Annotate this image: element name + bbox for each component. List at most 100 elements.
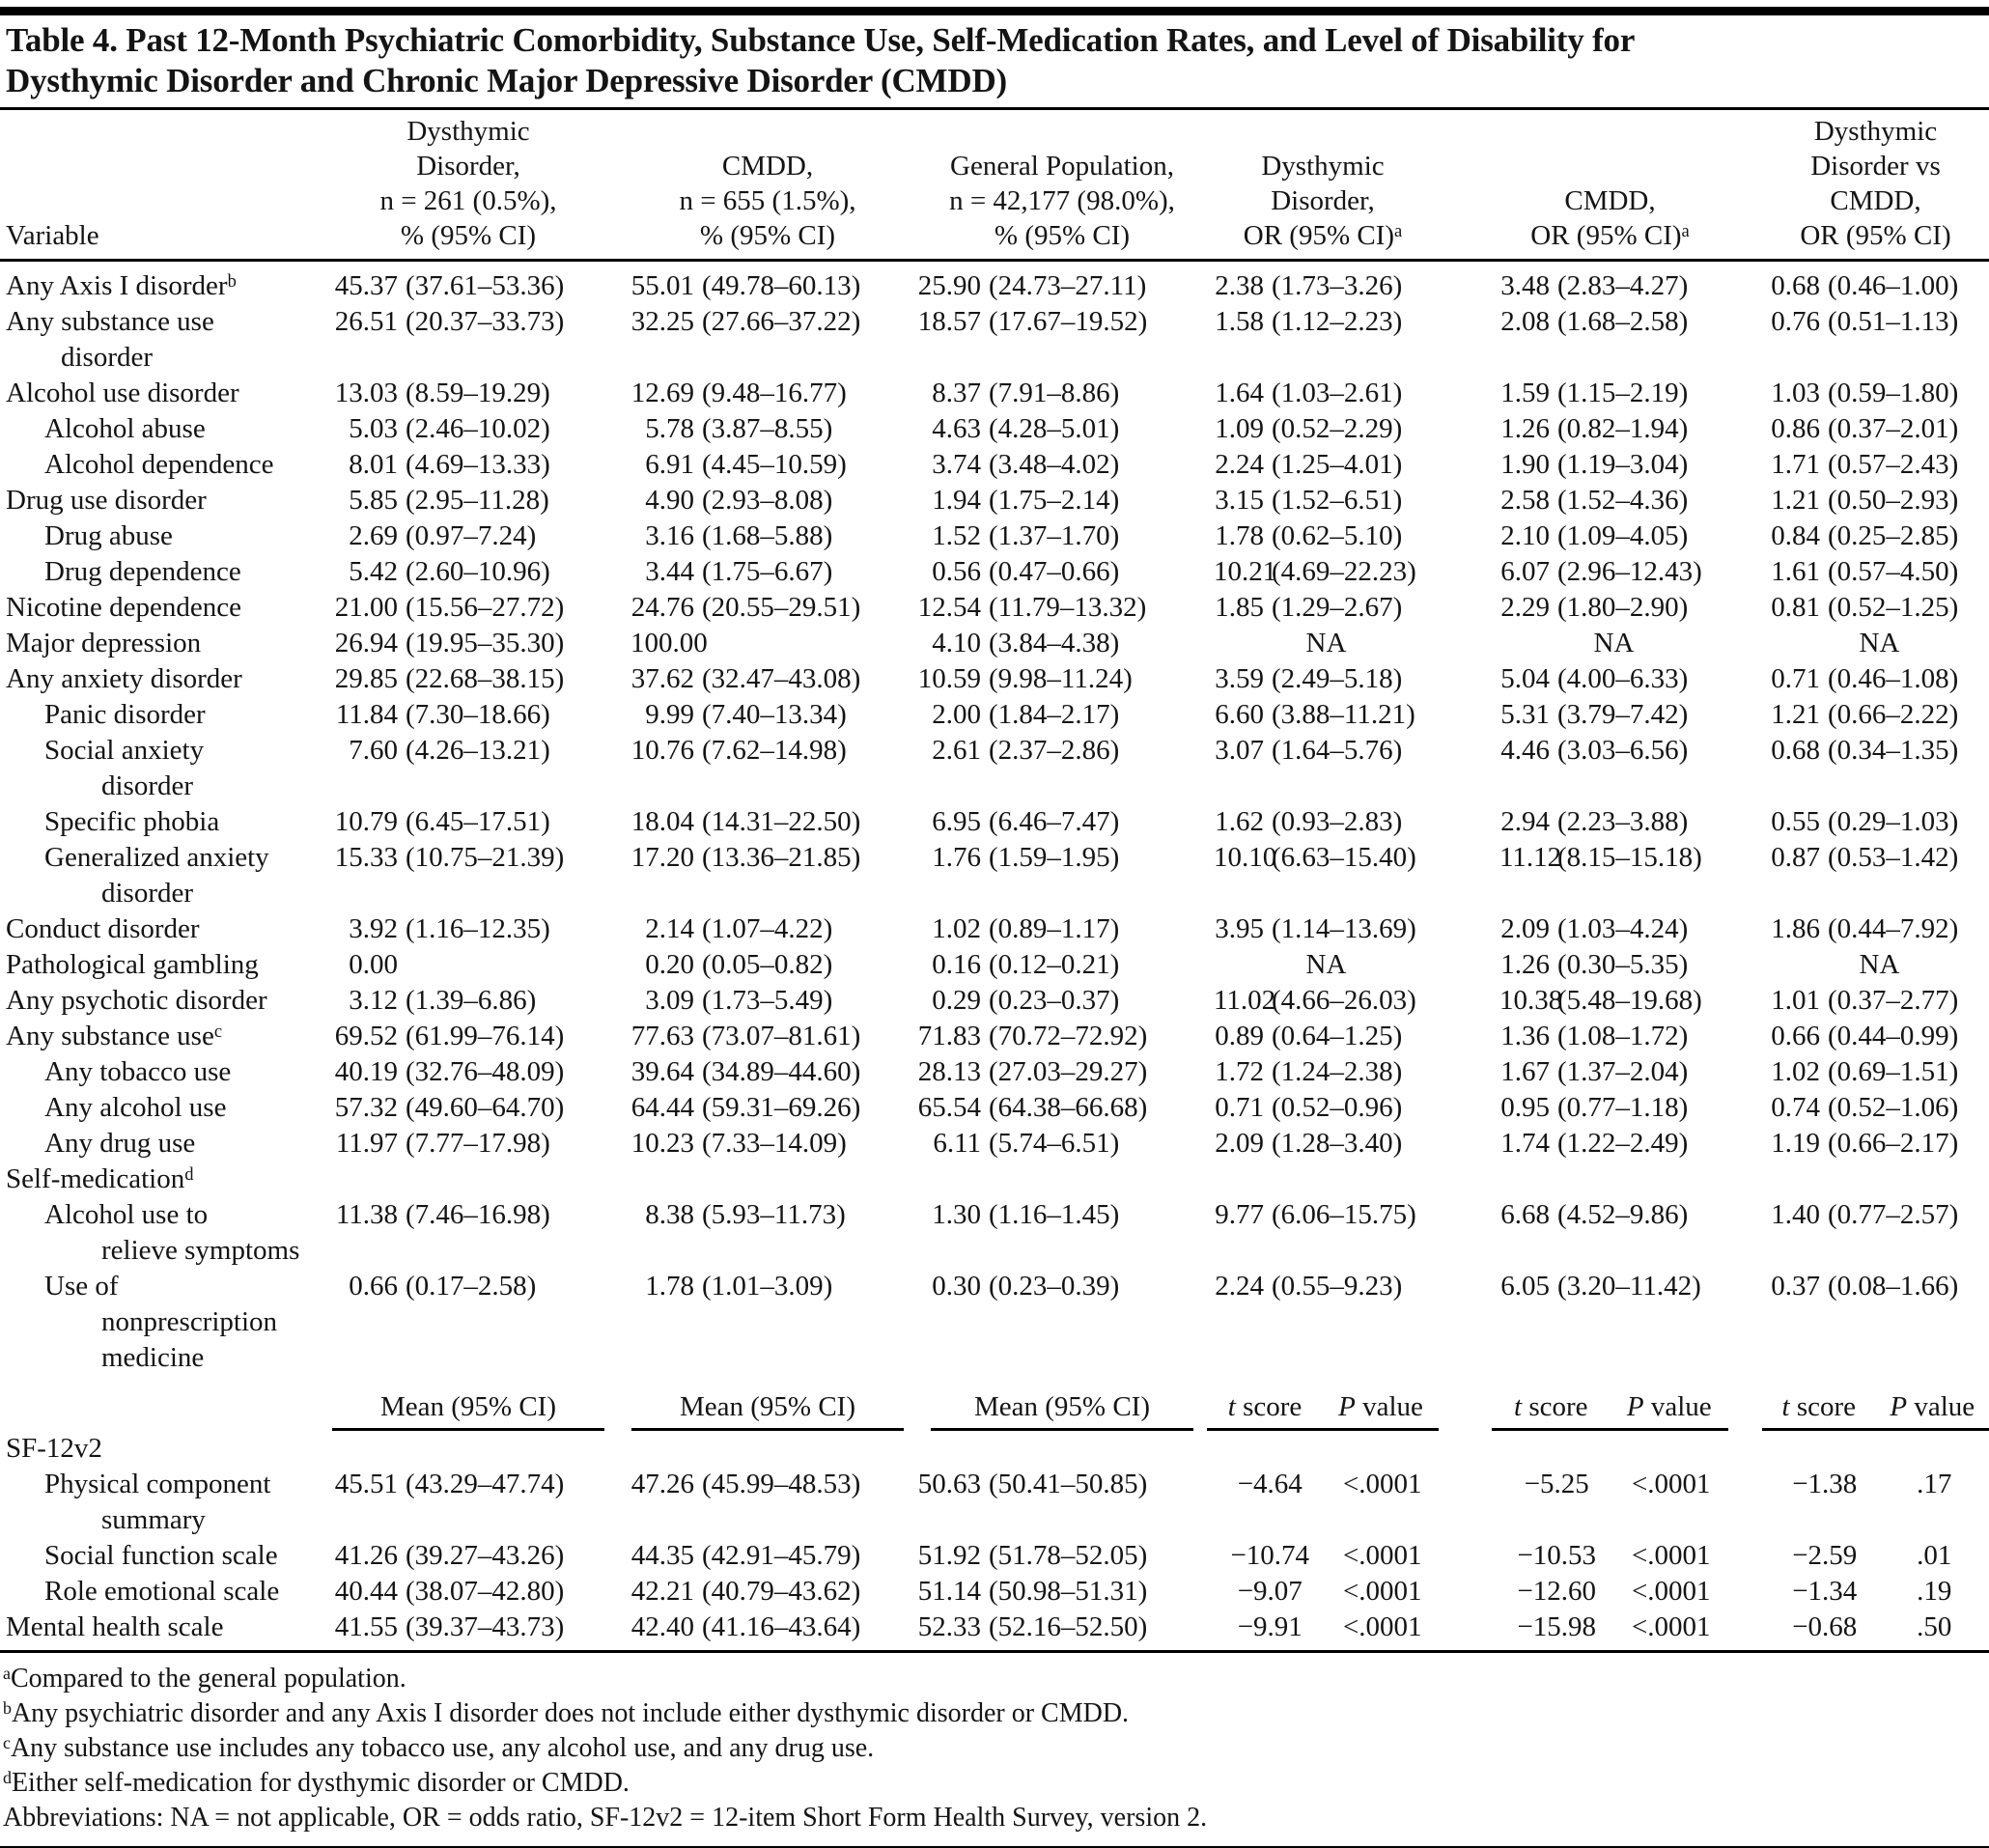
cell-value: 0.68 xyxy=(1771,270,1820,301)
row-label: Drug use disorder xyxy=(6,485,207,516)
cell-general-population-pct: 12.54 (11.79–13.32) xyxy=(917,590,1207,626)
cell-value: 1.21 xyxy=(1771,699,1820,730)
cell-general-population-pct: 8.37 (7.91–8.86) xyxy=(917,376,1207,411)
cell-value: 41.26 xyxy=(334,1540,398,1571)
cell-ci: (0.57–4.50) xyxy=(1828,556,1959,587)
cell-value: 6.60 xyxy=(1215,699,1264,730)
cell-dysthymic-pct: 26.94 (19.95–35.30) xyxy=(319,626,618,661)
cell-value: 0.95 xyxy=(1500,1092,1550,1123)
cell-cmdd-or: 1.36 (1.08–1.72) xyxy=(1439,1019,1728,1054)
cell-ci: (0.77–2.57) xyxy=(1828,1199,1959,1230)
cell-value: 3.92 xyxy=(349,913,398,944)
cell-value: 1.26 xyxy=(1500,949,1550,980)
cell-ci: (1.59–1.95) xyxy=(989,842,1120,873)
cell-value: 1.52 xyxy=(932,520,981,551)
col-header-line: n = 261 (0.5%), xyxy=(379,185,557,216)
cell-ci: (24.73–27.11) xyxy=(989,270,1147,301)
cell-value: 3.16 xyxy=(645,520,694,551)
table-row: Social anxiety disorder 7.60 (4.26–13.21) 1… xyxy=(0,733,1989,804)
cell-value: 2.00 xyxy=(932,699,981,730)
cell-value: 4.10 xyxy=(932,628,981,658)
cell-ci: (0.59–1.80) xyxy=(1828,378,1959,408)
cell-ci: (0.52–2.29) xyxy=(1272,413,1403,444)
tscore-value: −9.91 xyxy=(1237,1611,1303,1642)
cell-cmdd-pct: 8.38 (5.93–11.73) xyxy=(618,1197,917,1233)
cell-cmdd-pct: 39.64 (34.89–44.60) xyxy=(618,1054,917,1090)
cell-ci: (61.99–76.14) xyxy=(406,1021,565,1051)
cell-value: 3.74 xyxy=(932,449,981,480)
cell-value: 1.01 xyxy=(1771,985,1820,1016)
table-row: Any Axis I disorderb 45.37 (37.61–53.36) 55… xyxy=(0,268,1989,304)
cell-ci: (0.52–0.96) xyxy=(1272,1092,1403,1123)
cell-value: 0.20 xyxy=(645,949,694,980)
cell-value: 1.67 xyxy=(1500,1056,1550,1087)
cell-dysthymic-or: NA xyxy=(1305,949,1347,980)
table-row: Major depression 26.94 (19.95–35.30) 100.00… xyxy=(0,626,1989,661)
superscript-c: c xyxy=(213,1021,223,1042)
cell-dysthymic-vs-cmdd-or: −2.59 .01 xyxy=(1728,1538,1989,1574)
cell-ci: (27.03–29.27) xyxy=(989,1056,1148,1087)
cell-value: 47.26 xyxy=(630,1469,694,1499)
tscore-value: −4.64 xyxy=(1237,1469,1303,1499)
row-label: Alcohol abuse xyxy=(44,413,206,444)
cell-value: 6.95 xyxy=(932,806,981,837)
cell-ci: (34.89–44.60) xyxy=(702,1056,861,1087)
cell-cmdd-pct: 37.62 (32.47–43.08) xyxy=(618,661,917,697)
cell-ci: (7.30–18.66) xyxy=(406,699,550,730)
mean-header-general-population-pct: Mean (95% CI) xyxy=(917,1389,1207,1431)
cell-value: 1.40 xyxy=(1771,1199,1820,1230)
cell-dysthymic-or: 6.60 (3.88–11.21) xyxy=(1207,697,1439,733)
cell-value: 64.44 xyxy=(630,1092,694,1123)
cell-value: 0.68 xyxy=(1771,735,1820,766)
cell-cmdd-or: 2.58 (1.52–4.36) xyxy=(1439,483,1728,518)
cell-dysthymic-pct: 8.01 (4.69–13.33) xyxy=(319,447,618,483)
superscript-b: b xyxy=(227,270,237,292)
cell-value: 0.66 xyxy=(1771,1021,1820,1051)
cell-cmdd-or: 2.08 (1.68–2.58) xyxy=(1439,304,1728,340)
cell-ci: (1.03–2.61) xyxy=(1272,378,1403,408)
cell-value: 1.36 xyxy=(1500,1021,1550,1051)
tscore-value: −1.38 xyxy=(1792,1469,1858,1499)
column-header: Variable Dysthymic Disorder, n = 261 (0.5%… xyxy=(0,110,1989,262)
cell-value: 52.33 xyxy=(917,1611,981,1642)
row-label: Panic disorder xyxy=(44,699,206,730)
cell-ci: (32.47–43.08) xyxy=(702,663,861,694)
table-row: Pathological gambling 0.00 0.20 (0.05–0.82)… xyxy=(0,947,1989,983)
cell-value: 7.60 xyxy=(349,735,398,766)
cell-dysthymic-pct: 13.03 (8.59–19.29) xyxy=(319,376,618,411)
cell-ci: (0.82–1.94) xyxy=(1557,413,1689,444)
pvalue-value: <.0001 xyxy=(1631,1611,1711,1642)
cell-ci: (2.46–10.02) xyxy=(406,413,550,444)
cell-ci: (6.45–17.51) xyxy=(406,806,550,837)
cell-value: 65.54 xyxy=(917,1092,981,1123)
cell-dysthymic-vs-cmdd-or: 1.02 (0.69–1.51) xyxy=(1728,1054,1989,1090)
cell-dysthymic-pct: 45.37 (37.61–53.36) xyxy=(319,268,618,304)
cell-general-population-pct: 25.90 (24.73–27.11) xyxy=(917,268,1207,304)
table-row: Conduct disorder 3.92 (1.16–12.35) 2.14 (1.0… xyxy=(0,911,1989,947)
cell-cmdd-or: 4.46 (3.03–6.56) xyxy=(1439,733,1728,769)
cell-value: 1.71 xyxy=(1771,449,1820,480)
cell-value: 11.97 xyxy=(335,1128,398,1159)
cell-dysthymic-vs-cmdd-or: NA xyxy=(1859,949,1900,980)
table-body-upper: Any Axis I disorderb 45.37 (37.61–53.36) 55… xyxy=(0,262,1989,1376)
row-label: Any psychotic disorder xyxy=(6,985,267,1016)
mid-header-row: Mean (95% CI) Mean (95% CI) Mean (95% CI) t… xyxy=(0,1389,1989,1431)
cell-cmdd-pct: 4.90 (2.93–8.08) xyxy=(618,483,917,518)
cell-value: 0.74 xyxy=(1771,1092,1820,1123)
table-row: Any anxiety disorder 29.85 (22.68–38.15) 37… xyxy=(0,661,1989,697)
cell-value: 3.59 xyxy=(1215,663,1264,694)
cell-ci: (51.78–52.05) xyxy=(989,1540,1148,1571)
cell-dysthymic-vs-cmdd-or: −1.34 .19 xyxy=(1728,1574,1989,1610)
cell-cmdd-pct: 3.44 (1.75–6.67) xyxy=(618,554,917,590)
cell-ci: (1.52–6.51) xyxy=(1272,485,1403,516)
row-label: Drug abuse xyxy=(44,520,173,551)
cell-value: 0.16 xyxy=(932,949,981,980)
cell-dysthymic-or: 1.78 (0.62–5.10) xyxy=(1207,518,1439,554)
cell-dysthymic-pct: 3.12 (1.39–6.86) xyxy=(319,983,618,1019)
cell-ci: (43.29–47.74) xyxy=(406,1469,565,1499)
tscore-value: −10.53 xyxy=(1517,1540,1597,1571)
cell-dysthymic-vs-cmdd-or: 0.71 (0.46–1.08) xyxy=(1728,661,1989,697)
cell-cmdd-or: 1.67 (1.37–2.04) xyxy=(1439,1054,1728,1090)
cell-dysthymic-or: 10.21(4.69–22.23) xyxy=(1207,554,1439,590)
